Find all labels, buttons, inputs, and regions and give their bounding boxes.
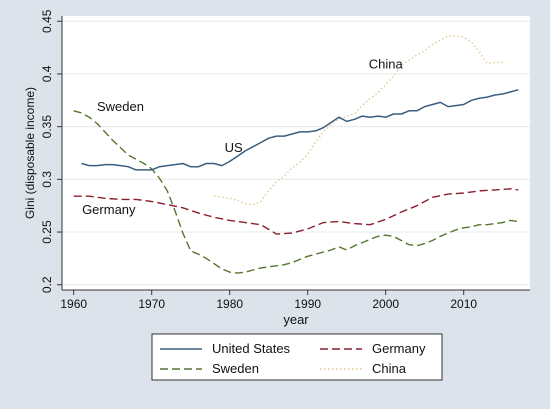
annotation-sweden: Sweden — [97, 99, 144, 114]
legend-box — [151, 333, 443, 381]
x-tick-label: 2000 — [372, 297, 399, 311]
x-tick-label: 2010 — [450, 297, 477, 311]
y-axis-label: Gini (disposable income) — [23, 87, 37, 219]
legend-label: China — [372, 361, 407, 376]
y-tick-label: 0.2 — [40, 276, 54, 293]
y-tick-label: 0.4 — [40, 65, 54, 82]
series-layer — [73, 35, 519, 274]
x-tick-label: 1960 — [60, 297, 87, 311]
legend-label: United States — [212, 341, 291, 356]
series-line-sweden — [73, 110, 519, 274]
x-tick-label: 1990 — [294, 297, 321, 311]
annotation-us: US — [225, 140, 243, 155]
series-line-united-states — [81, 89, 519, 171]
annotation-china: China — [369, 57, 404, 72]
series-line-germany — [73, 188, 519, 235]
x-axis-label: year — [283, 312, 309, 327]
y-tick-label: 0.45 — [40, 9, 54, 33]
legend: United States Germany Sweden China — [151, 333, 443, 381]
legend-label: Germany — [372, 341, 426, 356]
x-tick-label: 1980 — [216, 297, 243, 311]
plot-area — [62, 16, 530, 290]
legend-label: Sweden — [212, 361, 259, 376]
x-tick-label: 1970 — [138, 297, 165, 311]
annotations: Sweden US Germany China — [82, 57, 403, 217]
y-tick-label: 0.3 — [40, 171, 54, 188]
annotation-germany: Germany — [82, 202, 136, 217]
axes: 0.2 0.25 0.3 0.35 0.4 0.45 1960 1970 1980 1990 200… — [40, 9, 530, 311]
y-tick-label: 0.35 — [40, 115, 54, 139]
y-tick-label: 0.25 — [40, 220, 54, 244]
